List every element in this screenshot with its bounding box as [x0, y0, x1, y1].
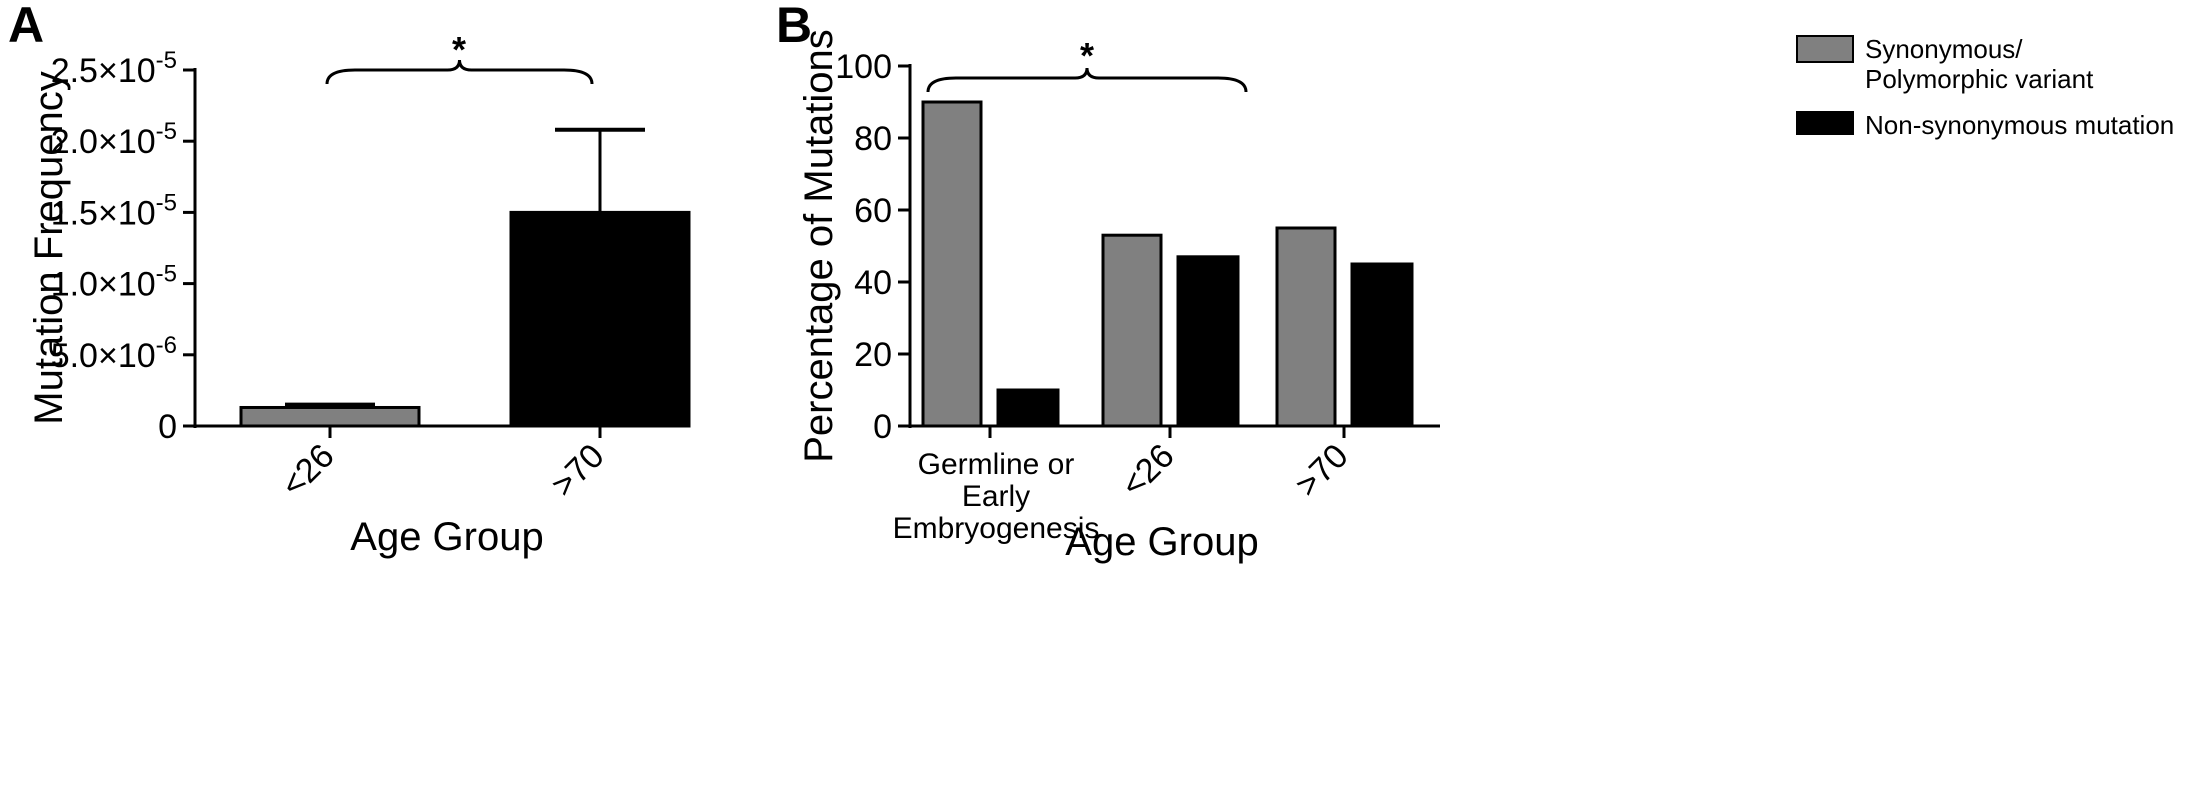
panel-a-x-axis-title: Age Group: [350, 515, 543, 559]
panel-b-x-tick-label: Germline or Early Embryogenesis: [893, 448, 1100, 545]
panel-b-marks: 0 20 40 60 80 100 Germline or Early Embryogenesi…: [835, 34, 2174, 545]
panel-a: A 2.5×10-5 2.0×10-5 1.5×10-5 1.0×10-5 5.0×10…: [8, 0, 691, 559]
panel-b-bar: [1275, 226, 1337, 428]
panel-b-legend-swatch: [1796, 35, 1854, 63]
panel-b-x-tick-label: <26: [1114, 437, 1182, 505]
panel-b-legend-label: Non-synonymous mutation: [1865, 110, 2174, 140]
panel-b-y-tick-label: 100: [835, 48, 892, 86]
panel-b-significance-star: *: [1080, 35, 1094, 76]
panel-a-x-tick-label: >70: [544, 437, 612, 505]
panel-a-y-tick-label: 5.0×10-6: [51, 332, 177, 375]
panel-b-x-tick-label: >70: [1288, 437, 1356, 505]
panel-a-marks: 2.5×10-5 2.0×10-5 1.5×10-5 1.0×10-5 5.0×10-6…: [51, 29, 691, 505]
panel-b-y-axis-title: Percentage of Mutations: [797, 29, 841, 463]
panel-b-legend-swatch: [1796, 111, 1854, 135]
panel-a-y-tick-label: 1.0×10-5: [51, 261, 177, 304]
panel-b-y-tick-label: 0: [873, 408, 892, 446]
panel-b-bar: [1350, 262, 1414, 428]
panel-b-letter: B: [776, 0, 812, 53]
panel-a-y-tick-label: 2.5×10-5: [51, 47, 177, 90]
panel-a-x-tick-label: <26: [274, 437, 342, 505]
panel-a-y-tick-label: 0: [158, 408, 177, 446]
panel-a-y-axis-title: Mutation Frequency: [27, 71, 71, 425]
panel-b-y-tick-label: 20: [854, 336, 892, 374]
panel-b-bar: [1101, 233, 1163, 428]
panel-b-bar: [921, 100, 983, 428]
panel-a-bar: [239, 405, 421, 428]
panel-a-letter: A: [8, 0, 44, 53]
panel-a-bar: [509, 210, 691, 428]
panel-a-significance-brace: [325, 59, 594, 85]
panel-b: B 0 20 40 60 80 100 Germline or Early Embryogene…: [776, 0, 2174, 564]
panel-b-bar: [1176, 255, 1240, 428]
panel-b-y-tick-label: 40: [854, 264, 892, 302]
panel-b-legend-label: Synonymous/Polymorphic variant: [1865, 34, 2094, 94]
panel-a-y-tick-label: 1.5×10-5: [51, 189, 177, 232]
panel-b-bar: [996, 388, 1060, 428]
panel-b-y-tick-label: 60: [854, 192, 892, 230]
panel-b-y-tick-label: 80: [854, 120, 892, 158]
panel-b-significance-brace: [926, 67, 1248, 93]
panel-a-significance-star: *: [452, 29, 466, 70]
panel-b-x-axis-title: Age Group: [1065, 520, 1258, 564]
panel-a-y-tick-label: 2.0×10-5: [51, 118, 177, 161]
